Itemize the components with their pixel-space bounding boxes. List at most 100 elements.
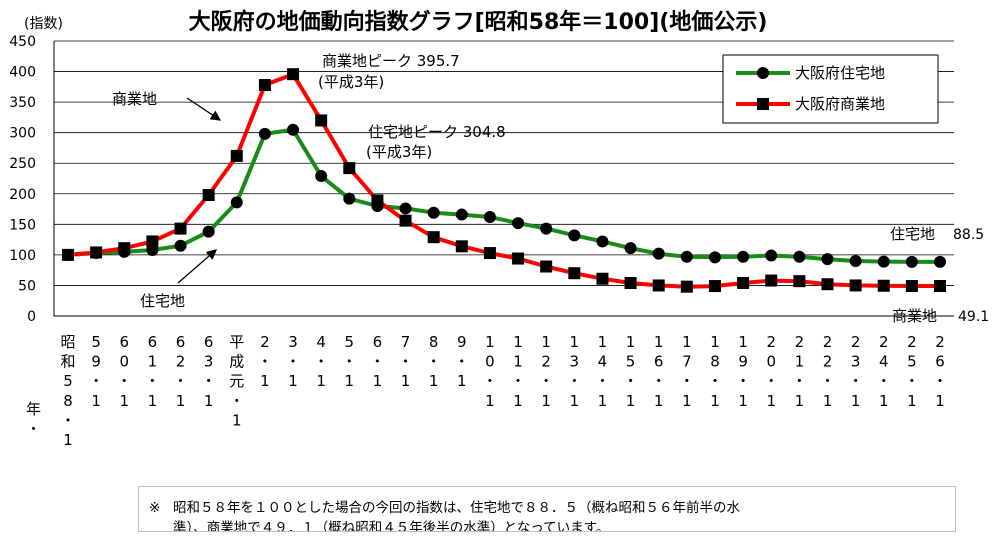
x-tick-label: 9 ・1 (454, 333, 469, 390)
footnote-text-2: 準）、商業地で４９．１（概ね昭和４５年後半の水準）となっています。 (173, 520, 610, 532)
data-point-residential (680, 250, 693, 263)
x-tick-char: 1 (654, 333, 664, 351)
x-tick-char: 1 (879, 392, 889, 410)
x-tick-char: 9 (738, 353, 748, 371)
x-tick-char: 1 (541, 392, 551, 410)
y-tick-label: 350 (9, 95, 36, 111)
x-tick-label: 5 9・ 1 (89, 333, 104, 410)
data-point-commercial (202, 189, 215, 201)
data-point-residential (540, 222, 553, 235)
x-tick-char: ・ (482, 372, 497, 390)
x-tick-char: 1 (541, 333, 551, 351)
x-tick-char: ・ (876, 372, 891, 390)
x-tick-char: 1 (119, 392, 129, 410)
data-point-commercial (680, 280, 693, 293)
x-tick-char: ・ (370, 353, 385, 371)
x-tick-char: ・ (736, 372, 751, 390)
y-tick-label: 150 (9, 217, 36, 233)
x-tick-char: 1 (429, 372, 439, 390)
x-tick-char: 8 (429, 333, 439, 351)
y-tick-label: 100 (9, 248, 36, 264)
x-tick-char: 6 (176, 333, 186, 351)
x-tick-char: 2 (176, 353, 186, 371)
x-tick-char: ・ (145, 372, 160, 390)
data-point-commercial (652, 279, 665, 292)
data-point-residential (174, 239, 187, 252)
y-tick-label: 400 (9, 65, 36, 81)
x-tick-char: 7 (401, 333, 411, 351)
legend-box (722, 54, 939, 124)
data-point-residential (287, 123, 300, 136)
x-tick-label: 2 3・ 1 (848, 333, 863, 410)
residential-peak-annotation: 住宅地ピーク 304.8 (368, 123, 506, 141)
x-tick-char: ・ (764, 372, 779, 390)
data-point-commercial (399, 214, 412, 227)
data-point-residential (905, 255, 918, 268)
data-point-commercial (596, 272, 609, 285)
x-tick-char: 8 (710, 353, 720, 371)
data-point-commercial (540, 260, 553, 273)
x-tick-label: 6 ・1 (370, 333, 385, 390)
x-tick-label: 6 2・ 1 (173, 333, 188, 410)
x-tick-char: ・ (792, 372, 807, 390)
x-tick-char: 1 (654, 392, 664, 410)
x-tick-char: 1 (316, 372, 326, 390)
x-tick-char: 和 (60, 353, 75, 371)
x-tick-char: 1 (457, 372, 467, 390)
data-point-residential (793, 250, 806, 263)
x-tick-char: 1 (823, 392, 833, 410)
chart-title: 大阪府の地価動向指数グラフ[昭和58年＝100](地価公示) (189, 9, 768, 35)
x-tick-label: 11・1 (511, 333, 526, 410)
data-point-commercial (371, 194, 384, 207)
x-tick-char: 9 (457, 333, 467, 351)
data-point-residential (230, 196, 243, 209)
x-tick-char: 1 (598, 333, 608, 351)
data-point-commercial (568, 267, 581, 280)
x-tick-char: ・ (117, 372, 132, 390)
x-tick-char: 1 (682, 392, 692, 410)
y-axis-unit-label: (指数) (24, 16, 63, 32)
x-axis-ticks: 昭和58・159・160・161・162・163・1平成元・12・13・14・1… (60, 333, 947, 449)
x-tick-char: 1 (148, 353, 158, 371)
data-point-residential (512, 217, 525, 230)
x-tick-char: 6 (654, 353, 664, 371)
x-tick-char: ・ (229, 392, 244, 410)
data-point-residential (202, 225, 215, 238)
x-tick-char: 9 (91, 353, 101, 371)
x-tick-label: 2 4・ 1 (876, 333, 891, 410)
x-tick-char: ・ (60, 411, 75, 429)
data-point-commercial (905, 279, 918, 292)
x-tick-label: 1 6・ 1 (651, 333, 666, 410)
y-tick-label: 0 (27, 309, 36, 325)
series-layer (62, 68, 946, 293)
x-tick-char: 6 (148, 333, 158, 351)
x-tick-char: ・ (679, 372, 694, 390)
data-point-commercial (737, 277, 750, 289)
x-tick-char: 8 (63, 392, 73, 410)
x-tick-char: 0 (119, 353, 129, 371)
x-tick-char: ・ (342, 353, 357, 371)
x-tick-char: 5 (63, 372, 73, 390)
x-tick-char: 5 (626, 353, 636, 371)
data-point-commercial (708, 280, 721, 293)
data-point-residential (877, 255, 890, 268)
x-tick-char: ・ (426, 353, 441, 371)
data-point-commercial (934, 279, 946, 292)
x-tick-label: 昭和5 8・ 1 (60, 333, 75, 449)
x-tick-char: ・ (707, 372, 722, 390)
data-point-commercial (343, 162, 356, 175)
data-point-commercial (427, 231, 440, 244)
x-tick-label: 平成元・1 (229, 333, 244, 429)
x-tick-char: 1 (260, 372, 270, 390)
x-tick-char: 昭 (60, 333, 75, 351)
x-tick-label: 2 5・ 1 (904, 333, 919, 410)
data-point-commercial (765, 274, 778, 287)
x-tick-char: 1 (598, 392, 608, 410)
x-tick-char: 6 (204, 333, 214, 351)
x-tick-label: 6 0・ 1 (117, 333, 132, 410)
x-tick-char: ・ (904, 372, 919, 390)
data-point-residential (624, 242, 637, 255)
x-tick-char: 2 (541, 353, 551, 371)
y-tick-label: 50 (18, 278, 36, 294)
legend-marker-residential (757, 67, 769, 79)
